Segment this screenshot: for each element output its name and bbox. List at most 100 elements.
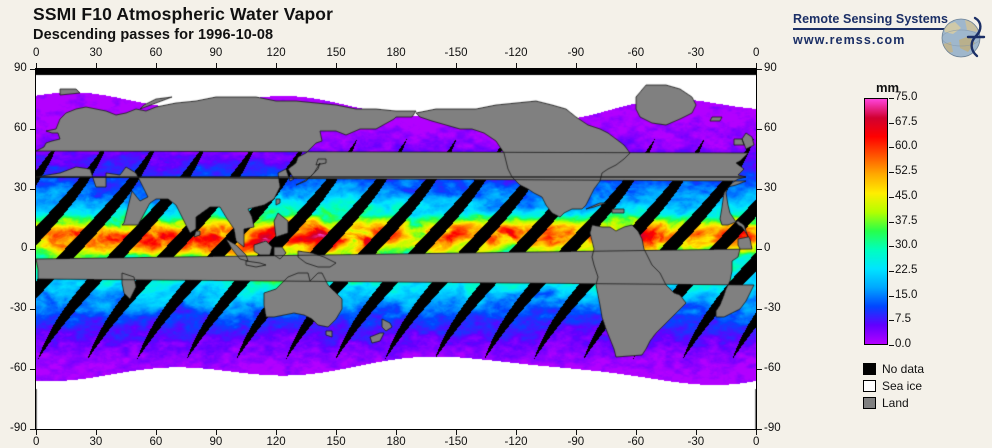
colorbar-tick: [889, 172, 894, 173]
colorbar-tick-label: 60.0: [895, 140, 918, 153]
y-axis-label: -30: [10, 302, 27, 314]
x-axis-tick: [35, 63, 37, 68]
x-axis-label: 0: [753, 436, 760, 448]
x-axis-label: 60: [149, 436, 163, 448]
x-axis-label: 150: [326, 436, 346, 448]
legend-item-label: Land: [882, 396, 909, 410]
x-axis-tick: [695, 63, 697, 68]
x-axis-label: 120: [266, 436, 286, 448]
page-title: SSMI F10 Atmospheric Water Vapor: [33, 4, 334, 24]
y-axis-tick: [30, 248, 35, 250]
colorbar-tick-label: 7.5: [895, 313, 911, 326]
x-axis-tick: [395, 430, 397, 435]
x-axis-label: -90: [567, 47, 585, 59]
y-axis-label: 30: [764, 182, 777, 194]
colorbar-tick: [889, 222, 894, 223]
x-axis-label: -60: [627, 436, 645, 448]
y-axis-tick: [757, 128, 762, 130]
x-axis-tick: [515, 63, 517, 68]
colorbar-tick: [889, 345, 894, 346]
legend-item: No data: [863, 361, 924, 377]
colorbar-tick-label: 52.5: [895, 165, 918, 178]
y-axis-tick: [30, 128, 35, 130]
category-legend: No data Sea ice Land: [863, 361, 924, 412]
y-axis-label: 90: [764, 62, 777, 74]
colorbar-tick: [889, 320, 894, 321]
logo-organization-name: Remote Sensing Systems: [793, 12, 949, 26]
x-axis-label: 0: [753, 47, 760, 59]
colorbar-tick-label: 67.5: [895, 115, 918, 128]
y-axis-label: 0: [764, 242, 771, 254]
y-axis-tick: [30, 308, 35, 310]
x-axis-label: -30: [687, 47, 705, 59]
x-axis-label: 30: [89, 47, 103, 59]
x-axis-label: 180: [386, 47, 406, 59]
x-axis-label: -90: [567, 436, 585, 448]
x-axis-label: -120: [504, 47, 528, 59]
x-axis-tick: [575, 430, 577, 435]
map-raster: [36, 69, 756, 429]
x-axis-tick: [635, 63, 637, 68]
x-axis-tick: [695, 430, 697, 435]
x-axis-tick: [275, 63, 277, 68]
x-axis-tick: [155, 430, 157, 435]
y-axis-tick: [30, 68, 35, 70]
sea-ice-swatch: [863, 380, 876, 392]
colorbar-tick: [889, 296, 894, 297]
x-axis-tick: [635, 430, 637, 435]
y-axis-tick: [757, 368, 762, 370]
colorbar-unit-label: mm: [876, 80, 900, 95]
y-axis-label: -60: [764, 362, 781, 374]
y-axis-tick: [757, 68, 762, 70]
y-axis-label: -90: [764, 422, 781, 434]
x-axis-label: -120: [504, 436, 528, 448]
colorbar-tick-label: 22.5: [895, 263, 918, 276]
x-axis-label: 30: [89, 436, 103, 448]
x-axis-tick: [215, 430, 217, 435]
x-axis-label: -150: [444, 47, 468, 59]
x-axis-label: 180: [386, 436, 406, 448]
y-axis-tick: [757, 428, 762, 430]
logo-divider: [793, 28, 949, 30]
logo-website-url: www.remss.com: [793, 33, 906, 47]
y-axis-label: 60: [14, 122, 27, 134]
water-vapor-map[interactable]: [35, 68, 757, 430]
y-axis-tick: [30, 428, 35, 430]
colorbar-tick-label: 30.0: [895, 239, 918, 252]
land-swatch: [863, 397, 876, 409]
y-axis-tick: [757, 308, 762, 310]
remss-logo[interactable]: Remote Sensing Systems www.remss.com: [793, 12, 992, 64]
colorbar[interactable]: [864, 98, 888, 345]
y-axis-label: -90: [10, 422, 27, 434]
globe-icon: [941, 16, 986, 58]
x-axis-tick: [335, 63, 337, 68]
x-axis-tick: [755, 63, 757, 68]
page-subtitle: Descending passes for 1996-10-08: [33, 27, 274, 44]
colorbar-tick: [889, 246, 894, 247]
x-axis-tick: [95, 63, 97, 68]
x-axis-tick: [155, 63, 157, 68]
y-axis-label: 30: [14, 182, 27, 194]
title-block: SSMI F10 Atmospheric Water Vapor Descend…: [33, 4, 333, 44]
colorbar-tick-label: 0.0: [895, 338, 911, 350]
x-axis-label: 0: [33, 47, 40, 59]
legend-item: Sea ice: [863, 378, 924, 394]
colorbar-tick-label: 45.0: [895, 189, 918, 202]
y-axis-tick: [30, 368, 35, 370]
no-data-swatch: [863, 363, 876, 375]
colorbar-gradient: [865, 99, 887, 344]
y-axis-tick: [757, 188, 762, 190]
legend-item: Land: [863, 395, 924, 411]
legend-item-label: Sea ice: [882, 379, 923, 393]
y-axis-tick: [30, 188, 35, 190]
x-axis-tick: [275, 430, 277, 435]
colorbar-tick-label: 75.0: [895, 91, 918, 103]
x-axis-tick: [95, 430, 97, 435]
x-axis-label: -150: [444, 436, 468, 448]
x-axis-tick: [455, 430, 457, 435]
y-axis-label: 0: [21, 242, 28, 254]
x-axis-tick: [755, 430, 757, 435]
x-axis-tick: [575, 63, 577, 68]
x-axis-label: 60: [149, 47, 163, 59]
x-axis-label: 120: [266, 47, 286, 59]
